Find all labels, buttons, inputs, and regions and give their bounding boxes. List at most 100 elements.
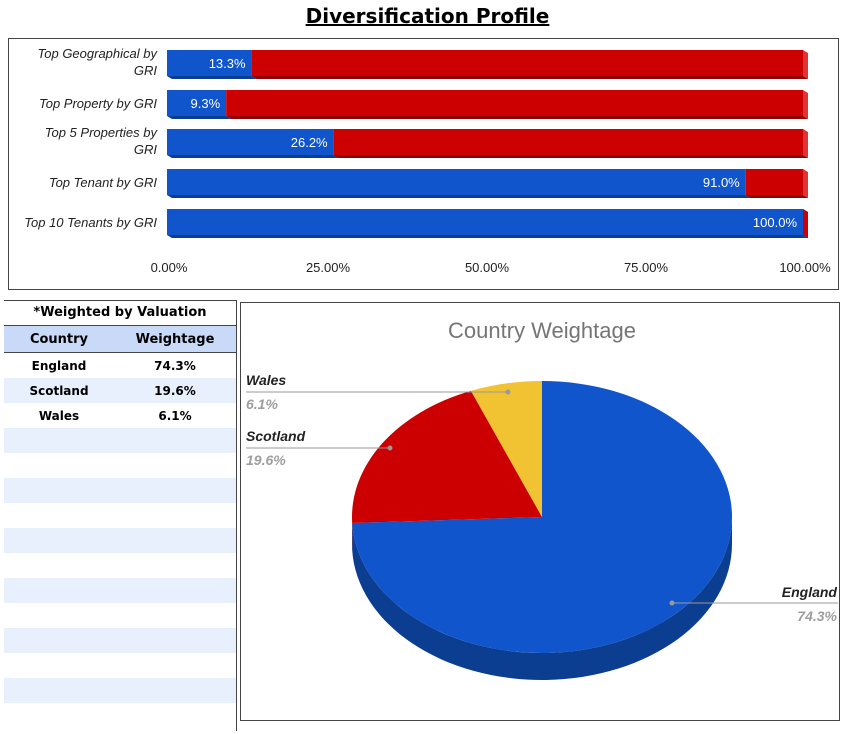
empty-cell	[114, 703, 236, 728]
bar-chart: Top Geographical by GRI 13.3% Top Property …	[24, 46, 831, 275]
bar-segment	[167, 169, 746, 195]
table-row: Scotland 19.6%	[4, 378, 236, 403]
empty-cell	[4, 628, 114, 653]
table-row-empty	[4, 503, 236, 528]
pie-slice	[470, 381, 542, 517]
bar-chart-panel: Top Geographical by GRI 13.3% Top Property …	[8, 38, 839, 290]
bar-segment	[167, 90, 227, 116]
bar-segment-depth	[167, 76, 257, 79]
bar-end-face	[803, 129, 808, 158]
bar-segment-depth	[251, 76, 808, 79]
bar-end-face	[803, 50, 808, 79]
bar-segment-depth	[167, 116, 232, 119]
weightage-cell: 6.1%	[158, 408, 192, 423]
empty-cell	[114, 503, 236, 528]
pie-slice	[352, 381, 732, 653]
pie-slice	[352, 390, 542, 523]
pie-slice-value: 6.1%	[246, 396, 278, 412]
bar-segment	[226, 90, 803, 116]
empty-cell	[4, 553, 114, 578]
pie-callout-dot	[505, 389, 511, 395]
pie-slice-label: Scotland	[246, 428, 306, 444]
empty-cell	[114, 603, 236, 628]
empty-cell	[114, 478, 236, 503]
table-row-empty	[4, 653, 236, 678]
bar-segment	[167, 50, 252, 76]
country-cell: Scotland	[4, 378, 114, 403]
empty-cell	[4, 478, 114, 503]
empty-cell	[4, 578, 114, 603]
empty-cell	[114, 553, 236, 578]
bar-data-label: 26.2%	[291, 135, 328, 150]
empty-cell	[114, 428, 236, 453]
empty-cell	[114, 578, 236, 603]
bar-data-label: 13.3%	[209, 56, 246, 71]
table-row-empty	[4, 603, 236, 628]
pie-slice-value: 74.3%	[797, 608, 837, 624]
bar-segment	[333, 129, 803, 155]
table-row-empty	[4, 678, 236, 703]
bar-category-label: Top Tenant by GRI	[49, 175, 158, 190]
x-tick-label: 25.00%	[306, 260, 351, 275]
empty-cell	[4, 678, 114, 703]
table-row: Wales 6.1%	[4, 403, 236, 428]
column-header-country: Country	[4, 325, 114, 353]
empty-cell	[114, 453, 236, 478]
table-header-row: Country Weightage	[4, 325, 236, 353]
empty-cell	[4, 528, 114, 553]
empty-cell	[4, 703, 114, 728]
bar-segment	[167, 209, 803, 235]
column-header-weightage: Weightage	[114, 325, 236, 353]
bar-segment	[251, 50, 803, 76]
pie-callout-dot	[387, 445, 393, 451]
bar-segment-depth	[745, 195, 808, 198]
bar-data-label: 100.0%	[753, 215, 798, 230]
pie-chart: Country Weightage England 74.3% Scotland 19.…	[246, 318, 838, 680]
country-cell: Wales	[38, 408, 80, 423]
pie-slice-value: 19.6%	[246, 452, 286, 468]
table-row-empty	[4, 703, 236, 728]
bar-segment-depth	[226, 116, 808, 119]
country-table: Country Weightage England 74.3% Scotland 19…	[4, 325, 236, 728]
page-title: Diversification Profile	[305, 4, 550, 28]
bar-segment-depth	[167, 155, 339, 158]
bar-data-label: 91.0%	[703, 175, 740, 190]
empty-cell	[114, 678, 236, 703]
table-caption: *Weighted by Valuation	[33, 305, 207, 320]
empty-cell	[4, 653, 114, 678]
weightage-cell: 74.3%	[154, 358, 196, 373]
bar-segment-depth	[167, 235, 808, 238]
x-tick-label: 75.00%	[624, 260, 669, 275]
bar-segment	[745, 169, 803, 195]
bar-end-face	[803, 209, 808, 238]
table-row-empty	[4, 428, 236, 453]
bar-segment-depth	[167, 195, 751, 198]
table-row-empty	[4, 553, 236, 578]
x-tick-label: 50.00%	[465, 260, 510, 275]
pie-title: Country Weightage	[448, 318, 636, 343]
table-row-empty	[4, 528, 236, 553]
x-tick-label: 0.00%	[151, 260, 188, 275]
bar-category-label: Top 10 Tenants by GRI	[24, 215, 157, 230]
pie-slice-label: Wales	[246, 372, 286, 388]
empty-cell	[4, 603, 114, 628]
bar-category-label: Top Geographical by GRI	[38, 46, 159, 78]
bar-category-label: Top 5 Properties by GRI	[45, 125, 159, 157]
country-table-panel: *Weighted by Valuation Country Weightage…	[4, 300, 237, 731]
table-row-empty	[4, 478, 236, 503]
pie-callout-dot	[669, 600, 675, 606]
x-tick-label: 100.00%	[779, 260, 831, 275]
bar-category-label: Top Property by GRI	[39, 96, 157, 111]
empty-cell	[114, 528, 236, 553]
table-row-empty	[4, 628, 236, 653]
bar-data-label: 9.3%	[191, 96, 221, 111]
empty-cell	[114, 628, 236, 653]
empty-cell	[4, 428, 114, 453]
empty-cell	[114, 653, 236, 678]
empty-cell	[4, 453, 114, 478]
pie-slice-side	[352, 517, 732, 680]
country-cell: England	[31, 358, 87, 373]
weightage-cell: 19.6%	[114, 378, 236, 403]
bar-end-face	[803, 90, 808, 119]
bar-segment	[167, 129, 334, 155]
